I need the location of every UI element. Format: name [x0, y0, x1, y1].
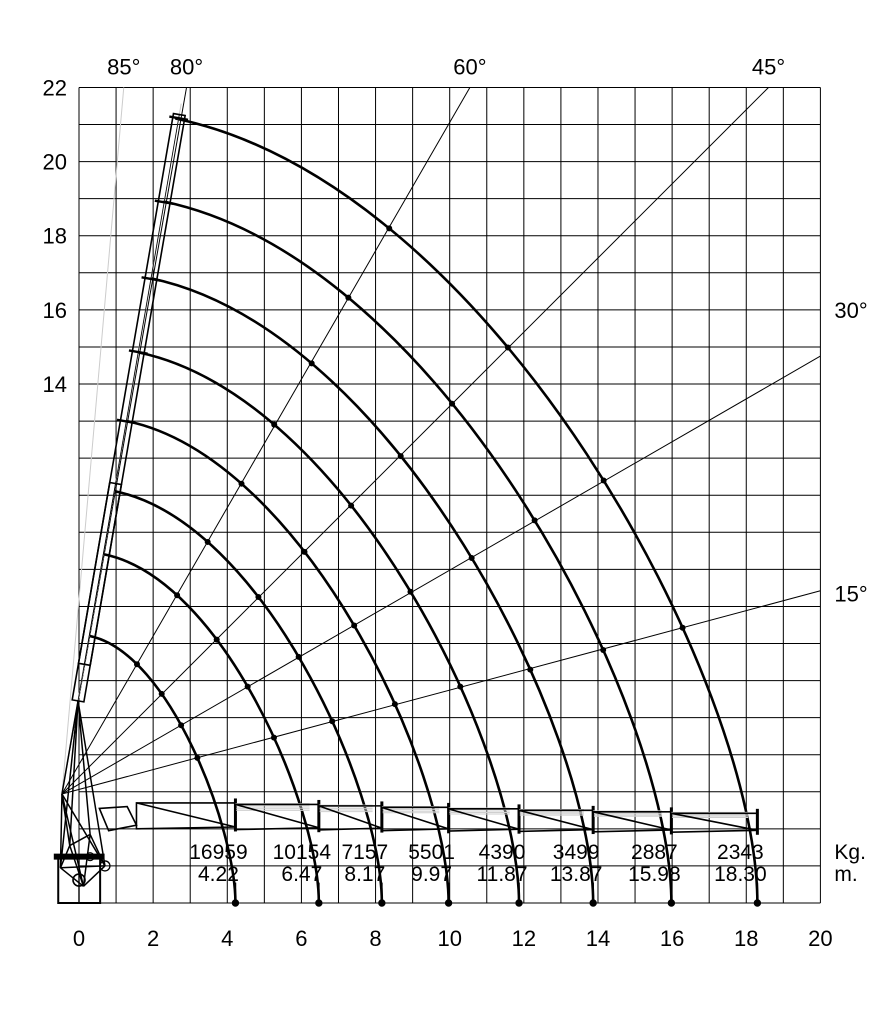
svg-text:16: 16 [43, 298, 67, 323]
svg-text:16959: 16959 [189, 841, 247, 864]
svg-text:15°: 15° [834, 581, 867, 606]
svg-text:45°: 45° [752, 54, 785, 79]
svg-text:Kg.: Kg. [834, 841, 866, 864]
svg-text:14: 14 [43, 372, 67, 397]
svg-text:13.87: 13.87 [550, 863, 603, 886]
svg-text:2343: 2343 [717, 841, 764, 864]
svg-text:12: 12 [512, 926, 536, 951]
svg-text:2: 2 [147, 926, 159, 951]
svg-text:10154: 10154 [273, 841, 332, 864]
svg-text:6.47: 6.47 [281, 863, 322, 886]
svg-text:15.98: 15.98 [628, 863, 681, 886]
svg-text:4.22: 4.22 [198, 863, 239, 886]
svg-text:14: 14 [586, 926, 610, 951]
svg-text:10: 10 [437, 926, 461, 951]
svg-text:18: 18 [43, 224, 67, 249]
svg-text:5501: 5501 [408, 841, 455, 864]
svg-text:16: 16 [660, 926, 684, 951]
svg-text:8: 8 [369, 926, 381, 951]
svg-text:4390: 4390 [479, 841, 526, 864]
svg-text:0: 0 [73, 926, 85, 951]
svg-text:2887: 2887 [631, 841, 678, 864]
svg-text:8.17: 8.17 [344, 863, 385, 886]
svg-text:m.: m. [834, 863, 857, 886]
svg-text:7157: 7157 [342, 841, 389, 864]
svg-text:20: 20 [43, 150, 67, 175]
svg-text:18.30: 18.30 [714, 863, 767, 886]
svg-text:4: 4 [221, 926, 233, 951]
svg-text:6: 6 [295, 926, 307, 951]
svg-text:20: 20 [808, 926, 832, 951]
svg-text:80°: 80° [170, 54, 203, 79]
svg-text:85°: 85° [107, 54, 140, 79]
svg-text:22: 22 [43, 75, 67, 100]
svg-text:11.87: 11.87 [477, 863, 528, 886]
svg-text:60°: 60° [453, 54, 486, 79]
svg-text:30°: 30° [834, 298, 867, 323]
svg-text:9.97: 9.97 [411, 863, 452, 886]
svg-text:3499: 3499 [553, 841, 600, 864]
svg-text:18: 18 [734, 926, 758, 951]
